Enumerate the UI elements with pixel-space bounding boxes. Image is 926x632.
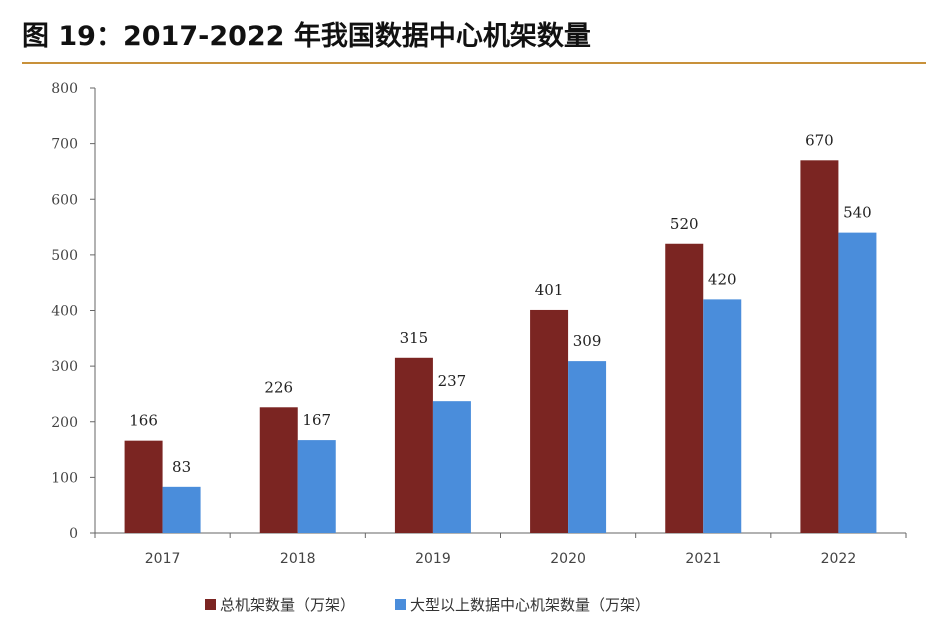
data-label-large-dc-racks: 420 bbox=[708, 270, 737, 288]
data-label-large-dc-racks: 237 bbox=[438, 372, 467, 390]
y-tick-label: 100 bbox=[51, 470, 78, 486]
y-tick-label: 800 bbox=[51, 81, 78, 97]
legend-label-total-racks: 总机架数量（万架） bbox=[220, 596, 356, 614]
x-tick-label: 2017 bbox=[145, 551, 181, 567]
data-label-total-racks: 401 bbox=[535, 281, 564, 299]
y-tick-label: 200 bbox=[51, 415, 78, 431]
y-tick-label: 600 bbox=[51, 192, 78, 208]
bar-total-racks bbox=[394, 357, 433, 533]
legend-label-large-dc-racks: 大型以上数据中心机架数量（万架） bbox=[410, 596, 651, 614]
page-title: 图 19：2017-2022 年我国数据中心机架数量 bbox=[22, 21, 591, 52]
chart-legend: 总机架数量（万架） 大型以上数据中心机架数量（万架） bbox=[205, 594, 690, 615]
data-label-large-dc-racks: 167 bbox=[302, 411, 331, 429]
x-tick-label: 2021 bbox=[685, 551, 721, 567]
bar-large-dc-racks bbox=[838, 232, 877, 533]
bar-large-dc-racks bbox=[432, 401, 471, 533]
bar-total-racks bbox=[800, 160, 839, 533]
bar-large-dc-racks bbox=[162, 486, 201, 533]
data-label-total-racks: 670 bbox=[805, 131, 834, 149]
data-label-total-racks: 166 bbox=[129, 412, 158, 430]
bar-large-dc-racks bbox=[297, 440, 336, 533]
data-label-total-racks: 520 bbox=[670, 215, 699, 233]
title-divider bbox=[22, 62, 926, 64]
x-tick-label: 2022 bbox=[821, 551, 857, 567]
bar-large-dc-racks bbox=[568, 361, 607, 533]
legend-item-large-dc-racks: 大型以上数据中心机架数量（万架） bbox=[395, 594, 650, 615]
bar-total-racks bbox=[124, 440, 163, 533]
y-tick-label: 500 bbox=[51, 248, 78, 264]
bar-total-racks bbox=[259, 407, 298, 533]
legend-item-total-racks: 总机架数量（万架） bbox=[205, 594, 355, 615]
y-tick-label: 300 bbox=[51, 359, 78, 375]
bar-total-racks bbox=[530, 309, 569, 533]
legend-swatch-total-racks bbox=[205, 599, 216, 610]
data-label-total-racks: 226 bbox=[264, 378, 293, 396]
y-tick-label: 400 bbox=[51, 304, 78, 320]
legend-swatch-large-dc-racks bbox=[395, 599, 407, 610]
data-label-large-dc-racks: 83 bbox=[172, 458, 191, 476]
bar-large-dc-racks bbox=[703, 299, 742, 533]
x-tick-label: 2019 bbox=[415, 551, 451, 567]
y-tick-label: 0 bbox=[69, 526, 78, 542]
data-label-large-dc-racks: 540 bbox=[843, 204, 872, 222]
y-tick-label: 700 bbox=[51, 137, 78, 153]
x-tick-label: 2018 bbox=[280, 551, 316, 567]
data-label-large-dc-racks: 309 bbox=[573, 332, 602, 350]
x-tick-label: 2020 bbox=[550, 551, 586, 567]
bar-total-racks bbox=[665, 243, 704, 533]
data-label-total-racks: 315 bbox=[400, 329, 429, 347]
